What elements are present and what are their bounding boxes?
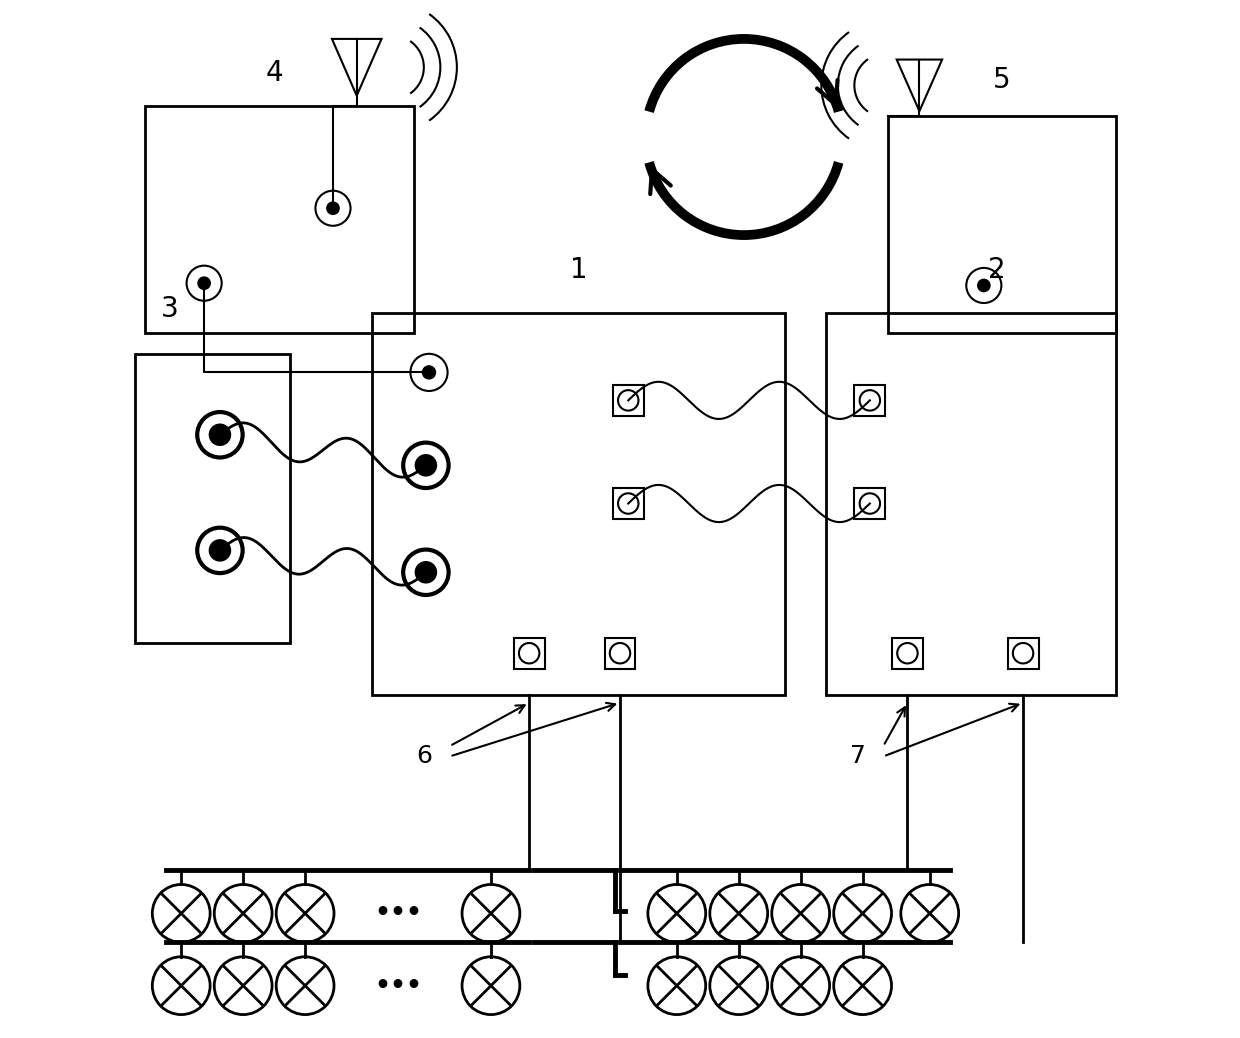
Bar <box>372 312 785 694</box>
Bar <box>613 488 644 519</box>
Circle shape <box>415 455 436 475</box>
Bar <box>135 354 290 643</box>
Circle shape <box>977 279 990 292</box>
Circle shape <box>210 425 231 445</box>
Text: 5: 5 <box>993 65 1011 93</box>
Circle shape <box>423 365 435 379</box>
Text: 4: 4 <box>265 59 283 87</box>
Text: 1: 1 <box>570 255 588 283</box>
Text: •••: ••• <box>374 974 422 998</box>
Bar <box>1008 637 1039 668</box>
Bar <box>513 637 544 668</box>
Circle shape <box>198 277 211 290</box>
Text: 3: 3 <box>160 295 179 323</box>
Text: •••: ••• <box>374 901 422 926</box>
Bar <box>854 488 885 519</box>
Bar <box>888 116 1116 333</box>
Circle shape <box>210 540 231 561</box>
Bar <box>892 637 923 668</box>
Text: 2: 2 <box>988 255 1006 283</box>
Bar <box>827 312 1116 694</box>
Bar <box>605 637 635 668</box>
Text: 6: 6 <box>415 744 432 768</box>
Bar <box>145 106 413 333</box>
Bar <box>613 385 644 416</box>
Circle shape <box>327 202 339 215</box>
Bar <box>854 385 885 416</box>
Text: 7: 7 <box>849 744 866 768</box>
Circle shape <box>415 562 436 582</box>
